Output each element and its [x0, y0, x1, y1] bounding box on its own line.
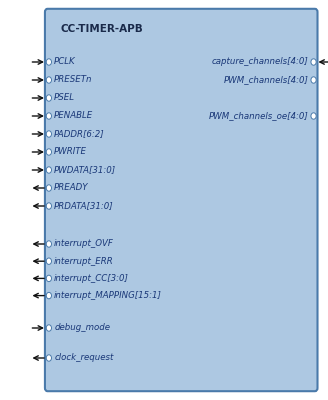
Text: PWRITE: PWRITE	[54, 148, 87, 156]
Text: CC-TIMER-APB: CC-TIMER-APB	[61, 24, 143, 34]
Circle shape	[46, 355, 51, 361]
Circle shape	[46, 275, 51, 282]
Text: PWM_channels[4:0]: PWM_channels[4:0]	[223, 76, 308, 84]
Text: PCLK: PCLK	[54, 58, 76, 66]
Text: interrupt_ERR: interrupt_ERR	[54, 257, 114, 266]
Circle shape	[46, 167, 51, 173]
Text: capture_channels[4:0]: capture_channels[4:0]	[212, 58, 308, 66]
Circle shape	[46, 292, 51, 299]
Circle shape	[46, 59, 51, 65]
Circle shape	[46, 131, 51, 137]
Text: PREADY: PREADY	[54, 184, 89, 192]
Text: clock_request: clock_request	[54, 354, 113, 362]
Text: interrupt_OVF: interrupt_OVF	[54, 240, 114, 248]
Circle shape	[46, 325, 51, 331]
Text: PWDATA[31:0]: PWDATA[31:0]	[54, 166, 116, 174]
Circle shape	[311, 113, 316, 119]
Text: PRESETn: PRESETn	[54, 76, 92, 84]
Circle shape	[46, 149, 51, 155]
Text: interrupt_MAPPING[15:1]: interrupt_MAPPING[15:1]	[54, 291, 162, 300]
Text: PWM_channels_oe[4:0]: PWM_channels_oe[4:0]	[209, 112, 308, 120]
Circle shape	[46, 203, 51, 209]
Text: interrupt_CC[3:0]: interrupt_CC[3:0]	[54, 274, 129, 283]
Text: PADDR[6:2]: PADDR[6:2]	[54, 130, 105, 138]
Text: PRDATA[31:0]: PRDATA[31:0]	[54, 202, 114, 210]
Circle shape	[46, 95, 51, 101]
Text: debug_mode: debug_mode	[54, 324, 110, 332]
Circle shape	[46, 185, 51, 191]
Text: PENABLE: PENABLE	[54, 112, 93, 120]
Text: PSEL: PSEL	[54, 94, 75, 102]
Circle shape	[46, 258, 51, 264]
FancyBboxPatch shape	[45, 9, 318, 391]
Circle shape	[46, 113, 51, 119]
Circle shape	[46, 241, 51, 247]
Circle shape	[311, 59, 316, 65]
Circle shape	[311, 77, 316, 83]
Circle shape	[46, 77, 51, 83]
